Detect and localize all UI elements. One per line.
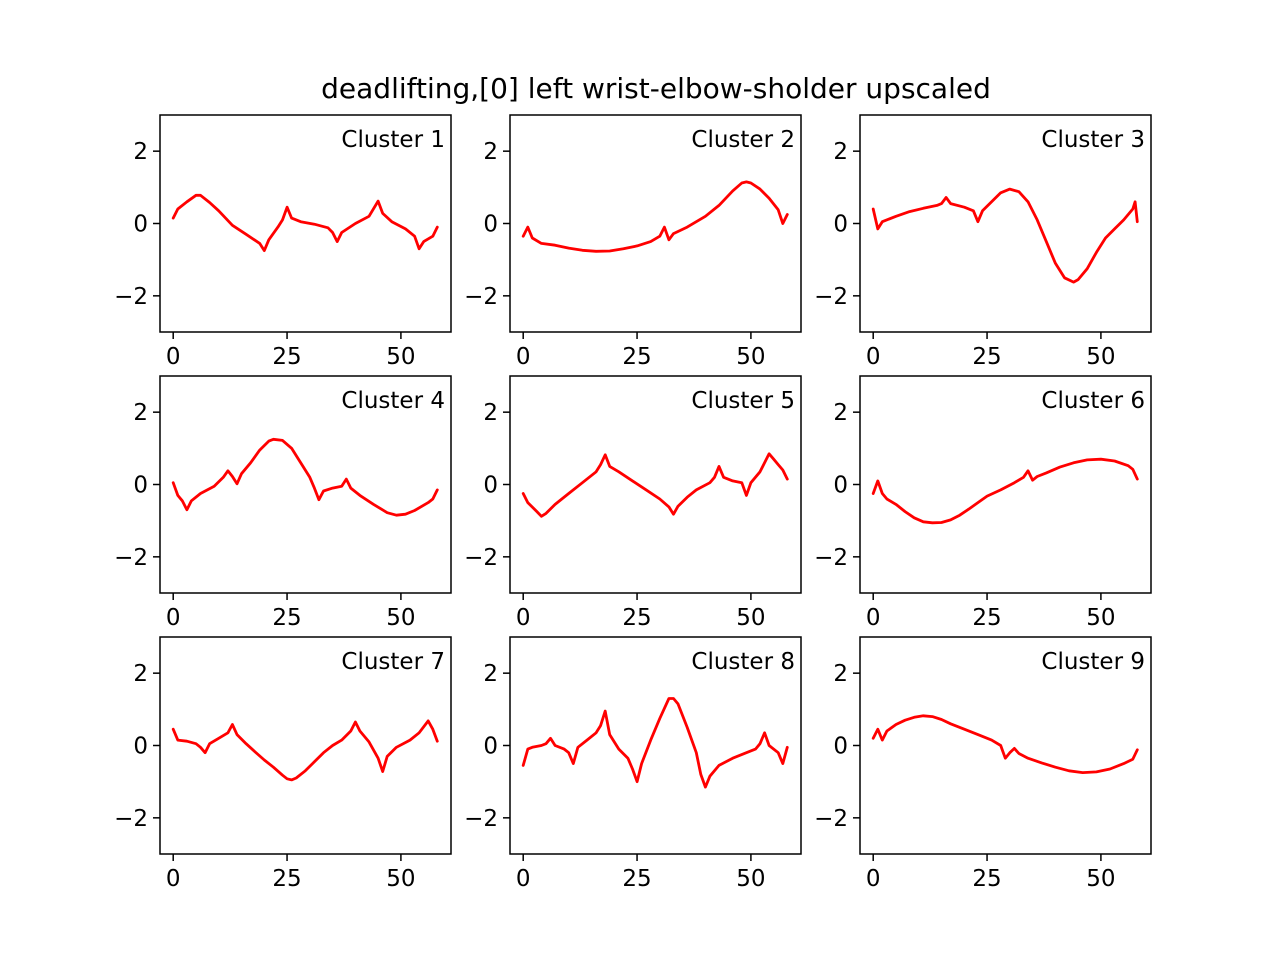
subplot-4-ytick-label: 2 xyxy=(133,400,148,426)
subplot-6-ytick-label: 0 xyxy=(833,473,848,499)
subplot-1-ytick-label: 2 xyxy=(133,139,148,165)
subplot-4-xtick-label: 0 xyxy=(166,605,181,631)
subplot-7-ytick-label: 0 xyxy=(133,734,148,760)
subplot-4-ytick-label: 0 xyxy=(133,473,148,499)
subplot-9-cluster-label: Cluster 9 xyxy=(1041,649,1145,675)
subplot-grid: −2 0 2 0 25 50 Cluster 1 −2 0 2 0 25 50 Cluster 2 −2 0 2… xyxy=(114,114,1152,892)
subplot-3-ytick-label: −2 xyxy=(814,284,848,310)
subplot-5-ytick-label: 0 xyxy=(483,473,498,499)
subplot-8-xtick-label: 0 xyxy=(516,866,531,892)
subplot-8-ytick-label: −2 xyxy=(464,806,498,832)
subplot-9-ytick-label: 0 xyxy=(833,734,848,760)
subplot-7-ytick-label: −2 xyxy=(114,806,148,832)
subplot-5-xtick-label: 50 xyxy=(736,605,765,631)
subplot-5-xtick-label: 0 xyxy=(516,605,531,631)
chart-title: deadlifting,[0] left wrist-elbow-sholder… xyxy=(321,72,991,105)
subplot-1: −2 0 2 0 25 50 Cluster 1 xyxy=(114,114,452,370)
subplot-5-ytick-label: 2 xyxy=(483,400,498,426)
subplot-9: −2 0 2 0 25 50 Cluster 9 xyxy=(814,636,1152,892)
subplot-1-xtick-label: 0 xyxy=(166,344,181,370)
subplot-7-xtick-label: 50 xyxy=(386,866,415,892)
subplot-5-ytick-label: −2 xyxy=(464,545,498,571)
subplot-3-xtick-label: 0 xyxy=(866,344,881,370)
subplot-7-ytick-label: 2 xyxy=(133,661,148,687)
subplot-4-xtick-label: 50 xyxy=(386,605,415,631)
subplot-4-ytick-label: −2 xyxy=(114,545,148,571)
subplot-5-xtick-label: 25 xyxy=(622,605,651,631)
subplot-2-xtick-label: 25 xyxy=(622,344,651,370)
subplot-3-xtick-label: 50 xyxy=(1086,344,1115,370)
subplot-4-xtick-label: 25 xyxy=(272,605,301,631)
subplot-2-series-line xyxy=(521,180,789,253)
subplot-1-xtick-label: 25 xyxy=(272,344,301,370)
subplot-5-series-line xyxy=(521,452,789,518)
subplot-7-cluster-label: Cluster 7 xyxy=(341,649,445,675)
subplot-2: −2 0 2 0 25 50 Cluster 2 xyxy=(464,114,802,370)
subplot-6-xtick-label: 50 xyxy=(1086,605,1115,631)
subplot-1-cluster-label: Cluster 1 xyxy=(341,127,445,153)
subplot-3: −2 0 2 0 25 50 Cluster 3 xyxy=(814,114,1152,370)
subplot-2-ytick-label: 0 xyxy=(483,212,498,238)
subplot-3-cluster-label: Cluster 3 xyxy=(1041,127,1145,153)
subplot-6-series-line xyxy=(871,457,1139,525)
subplot-3-ytick-label: 2 xyxy=(833,139,848,165)
subplot-9-xtick-label: 25 xyxy=(972,866,1001,892)
subplot-2-cluster-label: Cluster 2 xyxy=(691,127,795,153)
subplot-8-series-line xyxy=(521,697,789,789)
subplot-6: −2 0 2 0 25 50 Cluster 6 xyxy=(814,375,1152,631)
subplot-1-ytick-label: −2 xyxy=(114,284,148,310)
subplot-7-xtick-label: 0 xyxy=(166,866,181,892)
subplot-6-cluster-label: Cluster 6 xyxy=(1041,388,1145,414)
subplot-7-series-line xyxy=(171,719,439,782)
subplot-6-xtick-label: 25 xyxy=(972,605,1001,631)
subplot-8-cluster-label: Cluster 8 xyxy=(691,649,795,675)
subplot-9-ytick-label: −2 xyxy=(814,806,848,832)
subplot-9-ytick-label: 2 xyxy=(833,661,848,687)
subplot-4-series-line xyxy=(171,437,439,517)
subplot-3-ytick-label: 0 xyxy=(833,212,848,238)
subplot-8: −2 0 2 0 25 50 Cluster 8 xyxy=(464,636,802,892)
subplot-3-series-line xyxy=(871,187,1139,284)
subplot-8-ytick-label: 2 xyxy=(483,661,498,687)
subplot-2-xtick-label: 50 xyxy=(736,344,765,370)
subplot-4-cluster-label: Cluster 4 xyxy=(341,388,445,414)
subplot-6-ytick-label: −2 xyxy=(814,545,848,571)
subplot-9-series-line xyxy=(871,714,1139,774)
subplot-5: −2 0 2 0 25 50 Cluster 5 xyxy=(464,375,802,631)
subplot-8-ytick-label: 0 xyxy=(483,734,498,760)
subplot-2-ytick-label: −2 xyxy=(464,284,498,310)
subplot-6-ytick-label: 2 xyxy=(833,400,848,426)
subplot-9-xtick-label: 0 xyxy=(866,866,881,892)
subplot-9-xtick-label: 50 xyxy=(1086,866,1115,892)
subplot-7: −2 0 2 0 25 50 Cluster 7 xyxy=(114,636,452,892)
subplot-1-xtick-label: 50 xyxy=(386,344,415,370)
subplot-5-cluster-label: Cluster 5 xyxy=(691,388,795,414)
subplot-2-ytick-label: 2 xyxy=(483,139,498,165)
subplot-8-xtick-label: 50 xyxy=(736,866,765,892)
subplot-1-ytick-label: 0 xyxy=(133,212,148,238)
subplot-6-xtick-label: 0 xyxy=(866,605,881,631)
subplot-2-xtick-label: 0 xyxy=(516,344,531,370)
subplot-1-series-line xyxy=(171,193,439,252)
subplot-4: −2 0 2 0 25 50 Cluster 4 xyxy=(114,375,452,631)
subplot-3-xtick-label: 25 xyxy=(972,344,1001,370)
subplot-7-xtick-label: 25 xyxy=(272,866,301,892)
subplot-8-xtick-label: 25 xyxy=(622,866,651,892)
